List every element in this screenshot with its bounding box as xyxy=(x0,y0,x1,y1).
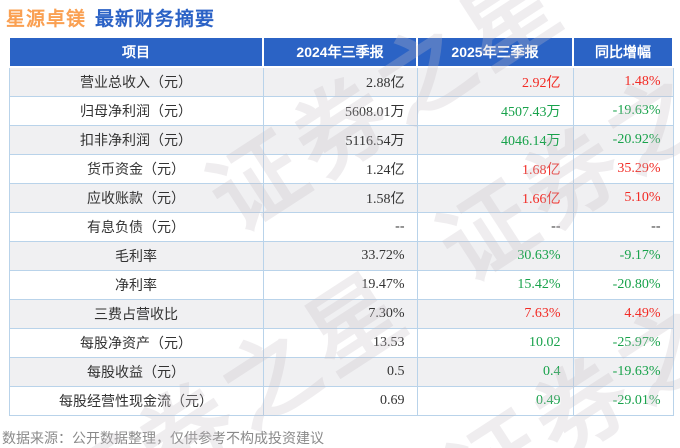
row-label: 扣非净利润（元） xyxy=(8,124,264,155)
row-label: 有息负债（元） xyxy=(8,211,264,242)
value-yoy: 4.49% xyxy=(572,298,674,329)
table-row: 每股经营性现金流（元） 0.69 0.49 -29.01% xyxy=(8,385,674,416)
row-label: 每股收益（元） xyxy=(8,356,264,387)
value-2024: 5608.01万 xyxy=(262,95,418,126)
value-2025: 0.4 xyxy=(416,356,574,387)
table-row: 每股净资产（元） 13.53 10.02 -25.97% xyxy=(8,327,674,358)
value-2025: 30.63% xyxy=(416,240,574,271)
table-header-row: 项目 2024年三季报 2025年三季报 同比增幅 xyxy=(8,36,674,68)
value-2025: 1.66亿 xyxy=(416,182,574,213)
value-2025: -- xyxy=(416,211,574,242)
value-2024: 33.72% xyxy=(262,240,418,271)
table-row: 三费占营收比 7.30% 7.63% 4.49% xyxy=(8,298,674,329)
value-yoy: -9.17% xyxy=(572,240,674,271)
value-2025: 0.49 xyxy=(416,385,574,416)
value-yoy: 5.10% xyxy=(572,182,674,213)
value-yoy: -19.63% xyxy=(572,95,674,126)
value-2024: 13.53 xyxy=(262,327,418,358)
row-label: 毛利率 xyxy=(8,240,264,271)
row-label: 应收账款（元） xyxy=(8,182,264,213)
row-label: 营业总收入（元） xyxy=(8,66,264,97)
value-yoy: -25.97% xyxy=(572,327,674,358)
col-header-yoy: 同比增幅 xyxy=(572,36,674,68)
row-label: 每股经营性现金流（元） xyxy=(8,385,264,416)
table-row: 营业总收入（元） 2.88亿 2.92亿 1.48% xyxy=(8,66,674,97)
value-2024: 7.30% xyxy=(262,298,418,329)
row-label: 货币资金（元） xyxy=(8,153,264,184)
value-yoy: -29.01% xyxy=(572,385,674,416)
value-2025: 4507.43万 xyxy=(416,95,574,126)
value-2025: 2.92亿 xyxy=(416,66,574,97)
value-yoy: -- xyxy=(572,211,674,242)
value-2024: 1.24亿 xyxy=(262,153,418,184)
row-label: 归母净利润（元） xyxy=(8,95,264,126)
row-label: 净利率 xyxy=(8,269,264,300)
table-row: 毛利率 33.72% 30.63% -9.17% xyxy=(8,240,674,271)
table-row: 有息负债（元） -- -- -- xyxy=(8,211,674,242)
value-2025: 1.68亿 xyxy=(416,153,574,184)
value-2024: -- xyxy=(262,211,418,242)
value-2024: 1.58亿 xyxy=(262,182,418,213)
value-2024: 2.88亿 xyxy=(262,66,418,97)
table-row: 货币资金（元） 1.24亿 1.68亿 35.29% xyxy=(8,153,674,184)
value-2024: 0.5 xyxy=(262,356,418,387)
col-header-2024q3: 2024年三季报 xyxy=(262,36,418,68)
value-2024: 5116.54万 xyxy=(262,124,418,155)
value-yoy: -20.92% xyxy=(572,124,674,155)
table-row: 净利率 19.47% 15.42% -20.80% xyxy=(8,269,674,300)
value-2025: 10.02 xyxy=(416,327,574,358)
value-2025: 15.42% xyxy=(416,269,574,300)
stock-name: 星源卓镁 xyxy=(6,9,87,30)
table-row: 扣非净利润（元） 5116.54万 4046.14万 -20.92% xyxy=(8,124,674,155)
value-2024: 0.69 xyxy=(262,385,418,416)
row-label: 三费占营收比 xyxy=(8,298,264,329)
value-2024: 19.47% xyxy=(262,269,418,300)
value-yoy: 35.29% xyxy=(572,153,674,184)
table-row: 归母净利润（元） 5608.01万 4507.43万 -19.63% xyxy=(8,95,674,126)
value-yoy: -19.63% xyxy=(572,356,674,387)
value-yoy: 1.48% xyxy=(572,66,674,97)
row-label: 每股净资产（元） xyxy=(8,327,264,358)
col-header-2025q3: 2025年三季报 xyxy=(416,36,574,68)
data-source-note: 数据来源：公开数据整理，仅供参考不构成投资建议 xyxy=(2,432,324,447)
table-row: 每股收益（元） 0.5 0.4 -19.63% xyxy=(8,356,674,387)
value-yoy: -20.80% xyxy=(572,269,674,300)
financial-summary-table: 项目 2024年三季报 2025年三季报 同比增幅 营业总收入（元） 2.88亿… xyxy=(8,36,674,416)
value-2025: 7.63% xyxy=(416,298,574,329)
page-title: 星源卓镁 最新财务摘要 xyxy=(6,4,215,31)
table-row: 应收账款（元） 1.58亿 1.66亿 5.10% xyxy=(8,182,674,213)
col-header-item: 项目 xyxy=(8,36,264,68)
report-title: 最新财务摘要 xyxy=(95,9,216,30)
value-2025: 4046.14万 xyxy=(416,124,574,155)
